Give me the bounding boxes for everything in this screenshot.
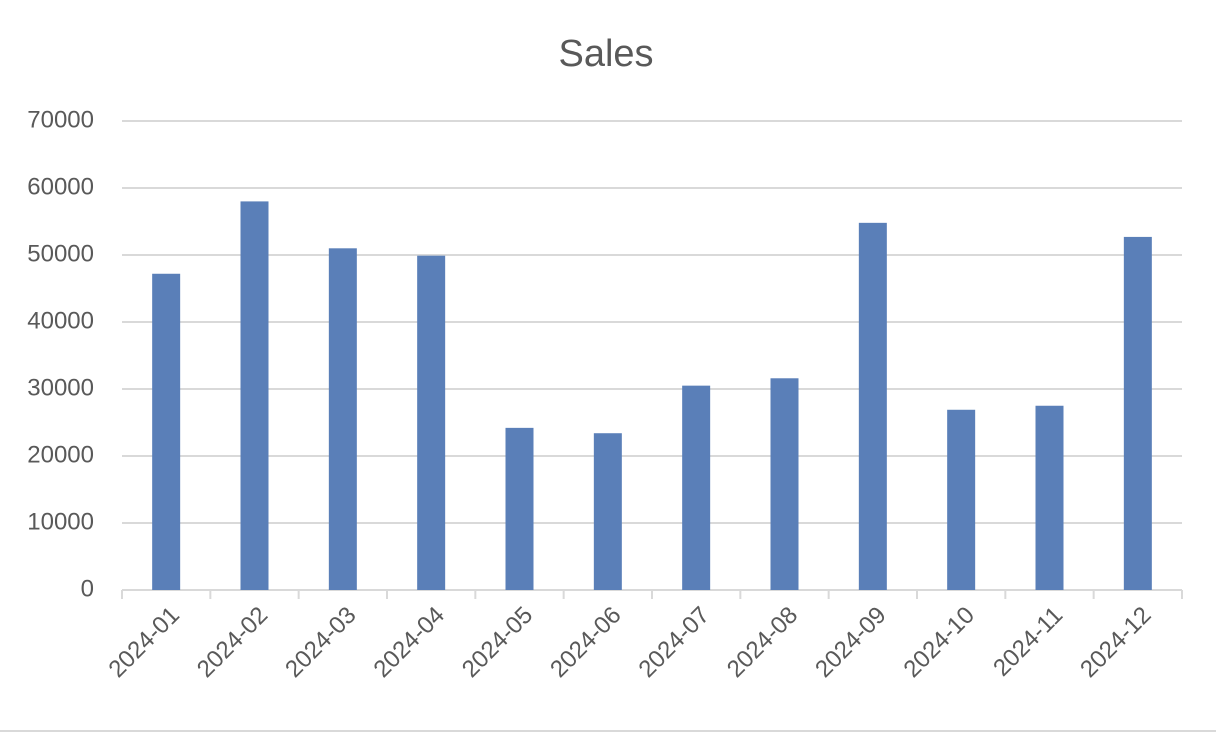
- y-tick-label: 20000: [27, 441, 94, 468]
- bar: [593, 433, 622, 590]
- bar: [152, 273, 181, 590]
- x-tick-label: 2024-02: [192, 602, 273, 683]
- chart-title: Sales: [558, 33, 653, 75]
- x-tick-label: 2024-03: [280, 602, 361, 683]
- x-tick-label: 2024-11: [988, 602, 1068, 682]
- bar: [770, 378, 799, 590]
- bar: [328, 248, 357, 591]
- x-tick-label: 2024-07: [634, 602, 715, 683]
- bar: [1035, 405, 1064, 590]
- bar: [417, 255, 446, 591]
- bar: [858, 222, 887, 590]
- x-tick-label: 2024-08: [722, 602, 803, 683]
- y-tick-label: 70000: [27, 106, 94, 133]
- x-tick-label: 2024-01: [104, 602, 185, 683]
- x-tick-label: 2024-09: [810, 602, 891, 683]
- bar: [505, 427, 534, 590]
- x-tick-label: 2024-12: [1075, 602, 1156, 683]
- y-tick-label: 0: [81, 575, 94, 602]
- y-tick-label: 50000: [27, 240, 94, 267]
- bar: [947, 409, 976, 590]
- x-tick-label: 2024-10: [899, 602, 980, 683]
- x-tick-label: 2024-05: [457, 602, 538, 683]
- y-tick-label: 10000: [27, 508, 94, 535]
- y-tick-label: 60000: [27, 173, 94, 200]
- bar: [1123, 236, 1152, 590]
- x-tick-label: 2024-06: [545, 602, 626, 683]
- x-tick-label: 2024-04: [369, 602, 450, 683]
- bar: [240, 201, 269, 590]
- y-tick-label: 30000: [27, 374, 94, 401]
- y-tick-label: 40000: [27, 307, 94, 334]
- bar: [682, 385, 711, 590]
